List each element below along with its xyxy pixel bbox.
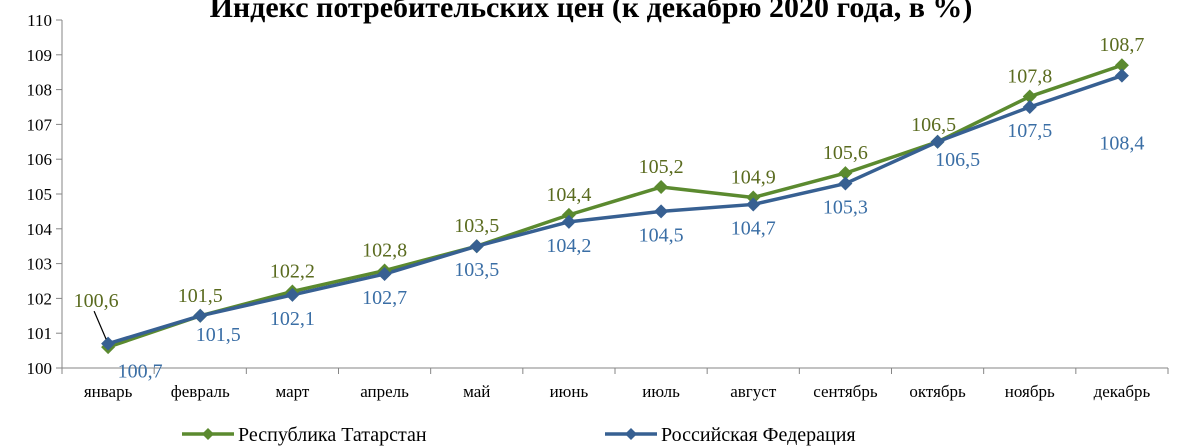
data-point (1022, 100, 1037, 114)
data-point (469, 239, 484, 254)
data-label: 100,7 (118, 361, 163, 383)
data-label: 104,4 (546, 184, 591, 206)
data-label: 104,2 (546, 235, 591, 257)
data-label: 102,7 (362, 287, 407, 309)
data-label: 105,2 (639, 156, 684, 178)
x-tick-label: октябрь (909, 382, 966, 401)
y-tick-label: 109 (27, 46, 53, 65)
y-tick-label: 105 (27, 185, 53, 204)
data-label: 106,5 (935, 149, 980, 171)
x-tick-label: декабрь (1094, 382, 1151, 401)
data-label: 103,5 (454, 259, 499, 281)
data-point (838, 176, 853, 191)
y-tick-label: 100 (27, 359, 53, 378)
data-label: 103,5 (454, 215, 499, 237)
label-leader-line (93, 310, 107, 340)
y-tick-label: 101 (27, 324, 53, 343)
y-tick-label: 108 (27, 81, 53, 100)
data-point (193, 308, 208, 323)
y-tick-label: 106 (27, 150, 53, 169)
y-tick-label: 104 (27, 220, 53, 239)
data-label: 100,6 (74, 290, 119, 312)
data-label: 102,8 (362, 240, 407, 262)
data-label: 106,5 (911, 114, 956, 136)
data-labels: 100,6 101,5 102,2 102,8 103,5 104,4 105,2 104,9… (74, 34, 1145, 382)
x-tick-label: апрель (360, 382, 409, 401)
data-point (1114, 58, 1129, 73)
x-tick-label: июнь (550, 382, 589, 401)
legend-marker (202, 428, 214, 440)
data-point (654, 204, 669, 219)
data-label: 104,5 (639, 224, 684, 246)
x-tick-label: январь (84, 382, 133, 401)
data-point (654, 180, 669, 195)
chart-title: Индекс потребительских цен (к декабрю 20… (210, 0, 973, 24)
data-label: 108,7 (1099, 34, 1144, 56)
data-point (746, 197, 761, 212)
data-point (1022, 89, 1037, 104)
data-point (101, 336, 116, 351)
y-tick-label: 103 (27, 255, 53, 274)
data-point (930, 134, 945, 149)
legend-item: Республика Татарстан (182, 424, 427, 446)
data-label: 107,8 (1007, 66, 1052, 88)
data-label: 107,5 (1007, 120, 1052, 142)
data-label: 102,2 (270, 260, 315, 282)
data-label: 105,3 (823, 197, 868, 219)
legend-item: Российская Федерация (605, 424, 856, 446)
data-point (561, 214, 576, 229)
legend: Республика Татарстан Российская Федерация (182, 424, 856, 446)
data-label: 105,6 (823, 142, 868, 164)
data-point (377, 267, 392, 282)
x-tick-label: август (730, 382, 777, 401)
legend-label: Республика Татарстан (238, 424, 427, 446)
axes: 100 101 102 103 104 105 106 107 108 109 110 январь ф… (27, 11, 1169, 401)
legend-label: Российская Федерация (661, 424, 856, 446)
y-tick-label: 107 (27, 115, 53, 134)
x-tick-label: март (275, 382, 309, 401)
data-label: 108,4 (1099, 133, 1144, 155)
x-tick-label: ноябрь (1005, 382, 1055, 401)
data-point (838, 166, 853, 181)
data-label: 102,1 (270, 308, 315, 330)
x-tick-label: июль (642, 382, 680, 401)
y-tick-label: 110 (27, 11, 52, 30)
y-tick-label: 102 (27, 289, 53, 308)
data-label: 101,5 (196, 324, 241, 346)
data-point (1114, 68, 1129, 83)
data-label: 101,5 (178, 285, 223, 307)
series-line (107, 63, 1123, 349)
legend-marker (625, 428, 637, 440)
x-tick-label: февраль (171, 382, 230, 401)
series-line (107, 74, 1123, 346)
data-point (285, 287, 300, 302)
x-tick-label: май (463, 382, 490, 401)
x-tick-label: сентябрь (813, 382, 878, 401)
data-label: 104,9 (731, 166, 776, 188)
series-layer (101, 58, 1129, 355)
data-label: 104,7 (731, 217, 776, 239)
